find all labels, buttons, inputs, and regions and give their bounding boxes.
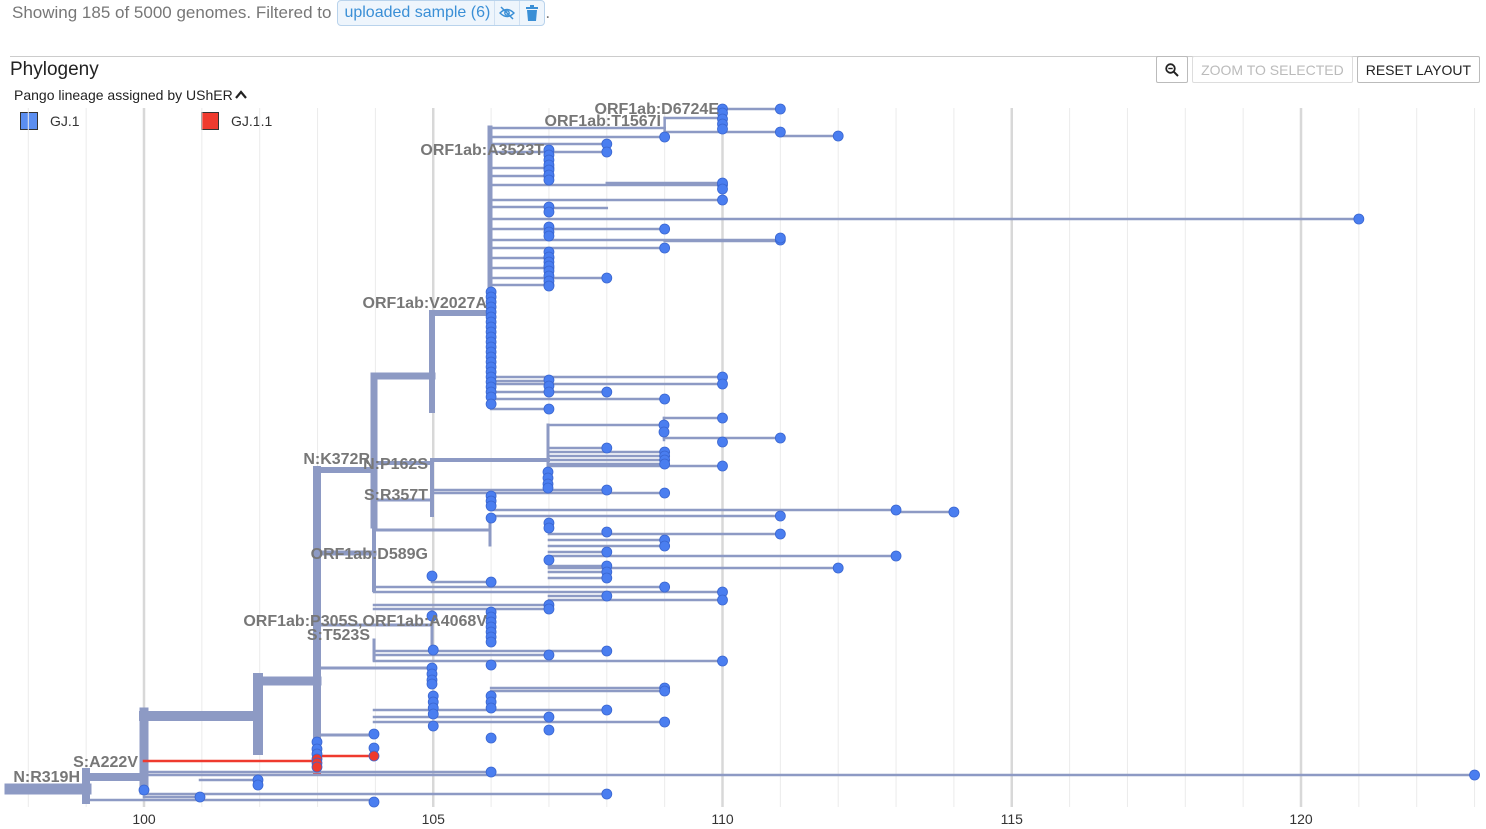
tip-node xyxy=(660,224,670,234)
tip-node xyxy=(602,573,612,583)
tip-node xyxy=(602,591,612,601)
tip-node xyxy=(486,577,496,587)
mutation-label: ORF1ab:A3523T xyxy=(420,142,544,159)
tip-node xyxy=(775,233,785,243)
tip-node xyxy=(602,387,612,397)
tip-node xyxy=(718,124,728,134)
tip-node xyxy=(486,703,496,713)
tip-node xyxy=(660,132,670,142)
mutation-label: ORF1ab:T1567I xyxy=(545,113,661,130)
tip-node xyxy=(602,443,612,453)
mutation-label: S:R357T xyxy=(364,487,428,504)
tip-node xyxy=(659,427,669,437)
mutation-label: ORF1ab:V2027A xyxy=(363,295,488,312)
tip-node xyxy=(544,555,554,565)
tip-node xyxy=(718,413,728,423)
tip-node xyxy=(486,660,496,670)
axis-tick-label: 115 xyxy=(1001,811,1024,827)
tip-node xyxy=(718,195,728,205)
tip-node xyxy=(660,394,670,404)
tip-node xyxy=(544,725,554,735)
tip-node xyxy=(891,505,901,515)
tip-node xyxy=(602,485,612,495)
grid-lines xyxy=(28,108,1474,807)
tip-node xyxy=(486,501,496,511)
tip-node xyxy=(486,733,496,743)
mutation-label: S:T523S xyxy=(307,627,370,644)
mutation-label: N:K372R xyxy=(303,451,370,468)
tip-node xyxy=(718,461,728,471)
tip-node xyxy=(660,582,670,592)
mutation-labels: ORF1ab:D6724EORF1ab:T1567IORF1ab:A3523TO… xyxy=(13,101,719,786)
tip-node xyxy=(660,717,670,727)
tip-node xyxy=(602,527,612,537)
tip-node xyxy=(718,437,728,447)
tip-node xyxy=(775,433,785,443)
tip-node xyxy=(428,645,438,655)
tip-node xyxy=(602,646,612,656)
tip-node xyxy=(718,379,728,389)
tip-node xyxy=(660,541,670,551)
tip-node xyxy=(544,207,554,217)
tip-node xyxy=(486,767,496,777)
tip-node xyxy=(544,404,554,414)
tip-node xyxy=(602,273,612,283)
tip-node xyxy=(544,231,554,241)
tip-node xyxy=(253,780,263,790)
tip-node xyxy=(427,571,437,581)
tip-node xyxy=(428,721,438,731)
tip-node xyxy=(428,709,438,719)
tip-node xyxy=(486,399,496,409)
mutation-label: N:P162S xyxy=(363,456,428,473)
axis-tick-label: 110 xyxy=(711,811,734,827)
tip-node xyxy=(660,686,670,696)
tip-node xyxy=(544,523,554,533)
tree-branches xyxy=(10,109,1475,800)
mutation-label: S:A222V xyxy=(73,754,138,771)
tip-node xyxy=(949,507,959,517)
tip-node xyxy=(544,387,554,397)
tip-node xyxy=(1470,770,1480,780)
tip-node xyxy=(544,604,554,614)
tip-node xyxy=(718,595,728,605)
tip-node xyxy=(369,751,379,761)
axis-tick-label: 120 xyxy=(1289,811,1313,827)
tip-node xyxy=(139,785,149,795)
tip-node xyxy=(544,650,554,660)
tip-node xyxy=(660,459,670,469)
tip-node xyxy=(833,131,843,141)
tip-node xyxy=(369,797,379,807)
mutation-label: N:R319H xyxy=(13,769,80,786)
tip-node xyxy=(775,127,785,137)
mutation-label: ORF1ab:D589G xyxy=(311,546,428,563)
tip-node xyxy=(602,147,612,157)
tip-node xyxy=(602,789,612,799)
tip-node xyxy=(602,705,612,715)
axis-tick-label: 100 xyxy=(132,811,156,827)
tip-node xyxy=(833,563,843,573)
tip-node xyxy=(718,184,728,194)
axis-tick-label: 105 xyxy=(422,811,446,827)
tip-node xyxy=(544,175,554,185)
tip-node xyxy=(660,488,670,498)
tip-node xyxy=(543,483,553,493)
tip-node xyxy=(891,551,901,561)
tip-node xyxy=(544,281,554,291)
tip-node xyxy=(486,513,496,523)
tip-node xyxy=(775,511,785,521)
tip-node xyxy=(544,712,554,722)
tip-node xyxy=(660,243,670,253)
tip-node xyxy=(427,679,437,689)
tip-node xyxy=(775,104,785,114)
tip-node xyxy=(486,637,496,647)
x-axis: 100 105 110 115 120 xyxy=(132,811,1313,827)
tip-node xyxy=(775,529,785,539)
tip-node xyxy=(312,762,322,772)
tip-node xyxy=(602,547,612,557)
tip-node xyxy=(369,729,379,739)
tip-node xyxy=(1354,214,1364,224)
tip-node xyxy=(195,792,205,802)
tip-node xyxy=(718,656,728,666)
